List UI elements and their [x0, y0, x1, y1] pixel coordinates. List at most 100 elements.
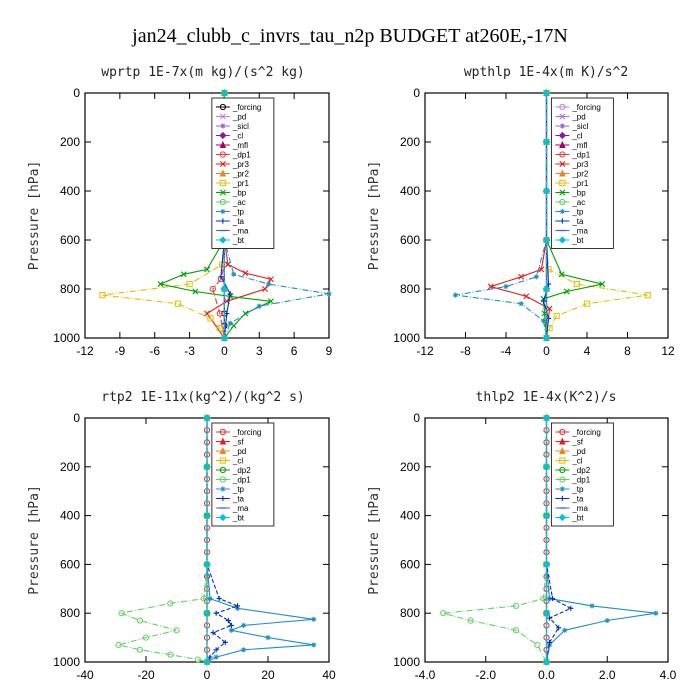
panel-3: rtp2 1E-11x(kg^2)/(kg^2 s) Pressure [hPa]…	[27, 390, 336, 682]
data-point	[230, 322, 237, 329]
legend-marker	[559, 495, 565, 502]
data-point	[203, 463, 211, 471]
figure-title: jan24_clubb_c_invrs_tau_n2p BUDGET at260…	[131, 25, 568, 47]
data-point	[220, 334, 229, 342]
data-point	[563, 288, 570, 295]
series-bt	[542, 89, 551, 342]
legend-marker	[559, 446, 566, 454]
legend-label: _forcing	[571, 428, 600, 437]
series-line	[443, 418, 548, 663]
legend-marker	[219, 161, 226, 167]
legend: _forcing_sf_pd_cl_dp2_dp1_tp_ta_ma_bt	[211, 422, 275, 527]
data-point	[224, 310, 230, 317]
legend-marker	[559, 179, 566, 187]
legend-marker	[559, 113, 566, 120]
data-point	[553, 312, 560, 320]
data-point	[228, 627, 234, 633]
y-tick-label: 0	[73, 411, 80, 425]
data-point	[203, 511, 211, 520]
legend-label: _dp2	[571, 466, 590, 475]
legend-label: _pr3	[232, 160, 250, 169]
legend-marker	[219, 513, 227, 522]
y-tick-label: 400	[400, 184, 420, 198]
x-tick-label: -3	[184, 344, 195, 358]
data-point	[549, 595, 556, 602]
data-point	[142, 634, 150, 641]
data-point	[224, 261, 231, 268]
legend-label: _sicl	[232, 122, 249, 131]
data-point	[136, 646, 143, 653]
data-point	[503, 283, 509, 290]
y-tick-label: 200	[400, 460, 420, 474]
data-point	[241, 622, 247, 628]
data-point	[194, 656, 201, 663]
legend-marker	[219, 189, 226, 196]
legend-label: _ta	[232, 217, 245, 226]
data-point	[115, 641, 122, 649]
y-tick-label: 0	[73, 86, 80, 100]
data-point	[542, 463, 551, 471]
legend-marker	[219, 466, 226, 474]
y-axis-label: Pressure [hPa]	[367, 485, 382, 595]
data-point	[180, 271, 187, 278]
legend-label: _ta	[571, 217, 584, 226]
y-tick-label: 0	[413, 411, 420, 425]
data-point	[213, 610, 219, 616]
data-point	[204, 266, 210, 273]
legend-marker	[559, 457, 566, 464]
legend-marker	[219, 169, 227, 177]
data-point	[216, 325, 223, 332]
x-tick-label: 2.0	[599, 668, 616, 682]
data-point	[218, 274, 224, 280]
legend-marker	[219, 457, 226, 464]
data-point	[234, 603, 241, 609]
data-point	[311, 642, 317, 648]
x-tick-label: 4	[584, 344, 591, 358]
legend-marker	[558, 513, 567, 522]
legend-label: _bp	[571, 189, 586, 198]
y-tick-label: 200	[400, 135, 420, 149]
panel-title: wpthlp 1E-4x(m K)/s^2	[464, 65, 628, 80]
legend-marker	[559, 161, 566, 167]
legend-marker	[219, 151, 226, 158]
y-tick-label: 800	[60, 282, 80, 296]
legend-marker	[219, 179, 226, 187]
legend-label: _cl	[571, 457, 582, 466]
legend-marker	[559, 486, 565, 492]
data-point	[204, 310, 210, 317]
data-point	[542, 236, 551, 244]
data-point	[203, 414, 211, 422]
legend-label: _dp1	[571, 151, 590, 160]
data-point	[523, 293, 530, 300]
y-axis-label: Pressure [hPa]	[367, 161, 382, 271]
x-tick-label: -12	[76, 344, 94, 358]
data-point	[542, 511, 551, 520]
legend-label: _pd	[232, 113, 246, 122]
legend-label: _sf	[232, 438, 244, 447]
y-tick-label: 600	[400, 233, 420, 247]
legend-label: _cl	[571, 132, 582, 141]
data-point	[203, 658, 211, 666]
x-tick-label: -20	[137, 668, 155, 682]
x-tick-label: 20	[261, 668, 275, 682]
data-point	[467, 617, 474, 624]
legend-label: _bt	[232, 236, 245, 245]
x-tick-label: 6	[291, 344, 298, 358]
data-point	[265, 281, 272, 287]
data-point	[556, 625, 562, 631]
data-point	[540, 318, 547, 324]
legend-marker	[558, 131, 567, 140]
legend-label: _dp2	[232, 466, 251, 475]
legend-label: _pd	[571, 447, 585, 456]
y-tick-label: 600	[60, 557, 80, 571]
legend-marker	[220, 208, 226, 215]
series-bt	[203, 414, 211, 666]
legend-marker	[220, 218, 226, 224]
legend-marker	[559, 218, 565, 224]
data-point	[452, 292, 458, 298]
data-point	[167, 651, 174, 658]
data-point	[256, 303, 262, 309]
x-tick-label: -8	[460, 344, 471, 358]
x-tick-label: 4.0	[660, 668, 677, 682]
